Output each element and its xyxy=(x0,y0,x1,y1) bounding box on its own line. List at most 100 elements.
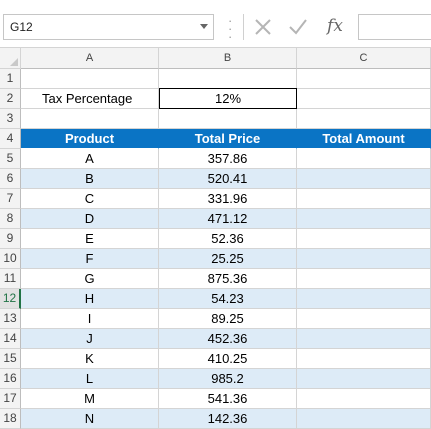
formula-bar: G12 · · · fx xyxy=(0,0,431,48)
chevron-down-icon[interactable] xyxy=(200,24,208,29)
table-row: K 410.25 xyxy=(21,349,431,369)
product-cell[interactable]: D xyxy=(21,209,159,229)
row-header[interactable]: 3 xyxy=(0,109,21,129)
column-header-c[interactable]: C xyxy=(297,48,431,69)
price-cell[interactable]: 410.25 xyxy=(159,349,297,369)
cell[interactable] xyxy=(21,109,159,129)
product-cell[interactable]: B xyxy=(21,169,159,189)
amount-cell[interactable] xyxy=(297,249,431,269)
header-total-amount[interactable]: Total Amount xyxy=(297,129,431,149)
header-total-price[interactable]: Total Price xyxy=(159,129,297,149)
product-cell[interactable]: J xyxy=(21,329,159,349)
price-cell[interactable]: 331.96 xyxy=(159,189,297,209)
row-header[interactable]: 15 xyxy=(0,349,21,369)
row-header[interactable]: 14 xyxy=(0,329,21,349)
formula-input[interactable] xyxy=(358,14,431,40)
table-row: F 25.25 xyxy=(21,249,431,269)
price-cell[interactable]: 89.25 xyxy=(159,309,297,329)
amount-cell[interactable] xyxy=(297,269,431,289)
price-cell[interactable]: 357.86 xyxy=(159,149,297,169)
cell[interactable] xyxy=(297,109,431,129)
price-cell[interactable]: 54.23 xyxy=(159,289,297,309)
table-row: E 52.36 xyxy=(21,229,431,249)
product-cell[interactable]: C xyxy=(21,189,159,209)
price-cell[interactable]: 985.2 xyxy=(159,369,297,389)
price-cell[interactable]: 25.25 xyxy=(159,249,297,269)
amount-cell[interactable] xyxy=(297,169,431,189)
amount-cell[interactable] xyxy=(297,369,431,389)
row-header[interactable]: 18 xyxy=(0,409,21,429)
product-cell[interactable]: L xyxy=(21,369,159,389)
price-cell[interactable]: 541.36 xyxy=(159,389,297,409)
row-header[interactable]: 13 xyxy=(0,309,21,329)
table-row: H 54.23 xyxy=(21,289,431,309)
select-all-icon xyxy=(10,58,18,66)
amount-cell[interactable] xyxy=(297,389,431,409)
price-cell[interactable]: 452.36 xyxy=(159,329,297,349)
amount-cell[interactable] xyxy=(297,309,431,329)
amount-cell[interactable] xyxy=(297,409,431,429)
row-header[interactable]: 6 xyxy=(0,169,21,189)
table-row: B 520.41 xyxy=(21,169,431,189)
header-product[interactable]: Product xyxy=(21,129,159,149)
product-cell[interactable]: H xyxy=(21,289,159,309)
cell[interactable] xyxy=(159,69,297,89)
product-cell[interactable]: M xyxy=(21,389,159,409)
column-header-b[interactable]: B xyxy=(159,48,297,69)
amount-cell[interactable] xyxy=(297,189,431,209)
tax-percentage-label[interactable]: Tax Percentage xyxy=(21,89,159,109)
product-cell[interactable]: E xyxy=(21,229,159,249)
cell[interactable] xyxy=(21,69,159,89)
select-all-button[interactable] xyxy=(0,48,21,69)
name-box-value: G12 xyxy=(10,20,33,34)
table-header-row: Product Total Price Total Amount xyxy=(21,129,431,149)
product-cell[interactable]: N xyxy=(21,409,159,429)
product-cell[interactable]: F xyxy=(21,249,159,269)
name-box[interactable]: G12 xyxy=(3,14,214,40)
row-header[interactable]: 9 xyxy=(0,229,21,249)
table-row: M 541.36 xyxy=(21,389,431,409)
price-cell[interactable]: 142.36 xyxy=(159,409,297,429)
product-cell[interactable]: I xyxy=(21,309,159,329)
column-header-a[interactable]: A xyxy=(21,48,159,69)
table-row: D 471.12 xyxy=(21,209,431,229)
row-header[interactable]: 1 xyxy=(0,69,21,89)
amount-cell[interactable] xyxy=(297,329,431,349)
cell[interactable] xyxy=(297,69,431,89)
row-header[interactable]: 16 xyxy=(0,369,21,389)
row-header-selected[interactable]: 12 xyxy=(0,289,21,309)
price-cell[interactable]: 471.12 xyxy=(159,209,297,229)
price-cell[interactable]: 875.36 xyxy=(159,269,297,289)
row-header[interactable]: 17 xyxy=(0,389,21,409)
row-header[interactable]: 11 xyxy=(0,269,21,289)
row-header[interactable]: 4 xyxy=(0,129,21,149)
row-header[interactable]: 5 xyxy=(0,149,21,169)
amount-cell[interactable] xyxy=(297,229,431,249)
amount-cell[interactable] xyxy=(297,209,431,229)
sheet-row xyxy=(21,69,431,89)
more-options-icon[interactable]: · · · xyxy=(228,13,233,44)
amount-cell[interactable] xyxy=(297,349,431,369)
row-header[interactable]: 2 xyxy=(0,89,21,109)
amount-cell[interactable] xyxy=(297,289,431,309)
table-row: L 985.2 xyxy=(21,369,431,389)
row-header[interactable]: 10 xyxy=(0,249,21,269)
price-cell[interactable]: 520.41 xyxy=(159,169,297,189)
tax-percentage-value[interactable]: 12% xyxy=(159,88,297,109)
product-cell[interactable]: A xyxy=(21,149,159,169)
table-row: A 357.86 xyxy=(21,149,431,169)
cell[interactable] xyxy=(297,89,431,109)
product-cell[interactable]: K xyxy=(21,349,159,369)
row-header[interactable]: 8 xyxy=(0,209,21,229)
cancel-icon[interactable] xyxy=(250,14,276,40)
insert-function-icon[interactable]: fx xyxy=(327,16,343,36)
sheet-row: Tax Percentage 12% xyxy=(21,88,431,109)
cell[interactable] xyxy=(159,109,297,129)
product-cell[interactable]: G xyxy=(21,269,159,289)
table-row: G 875.36 xyxy=(21,269,431,289)
row-header[interactable]: 7 xyxy=(0,189,21,209)
enter-icon[interactable] xyxy=(285,14,311,40)
price-cell[interactable]: 52.36 xyxy=(159,229,297,249)
table-row: J 452.36 xyxy=(21,329,431,349)
amount-cell[interactable] xyxy=(297,149,431,169)
